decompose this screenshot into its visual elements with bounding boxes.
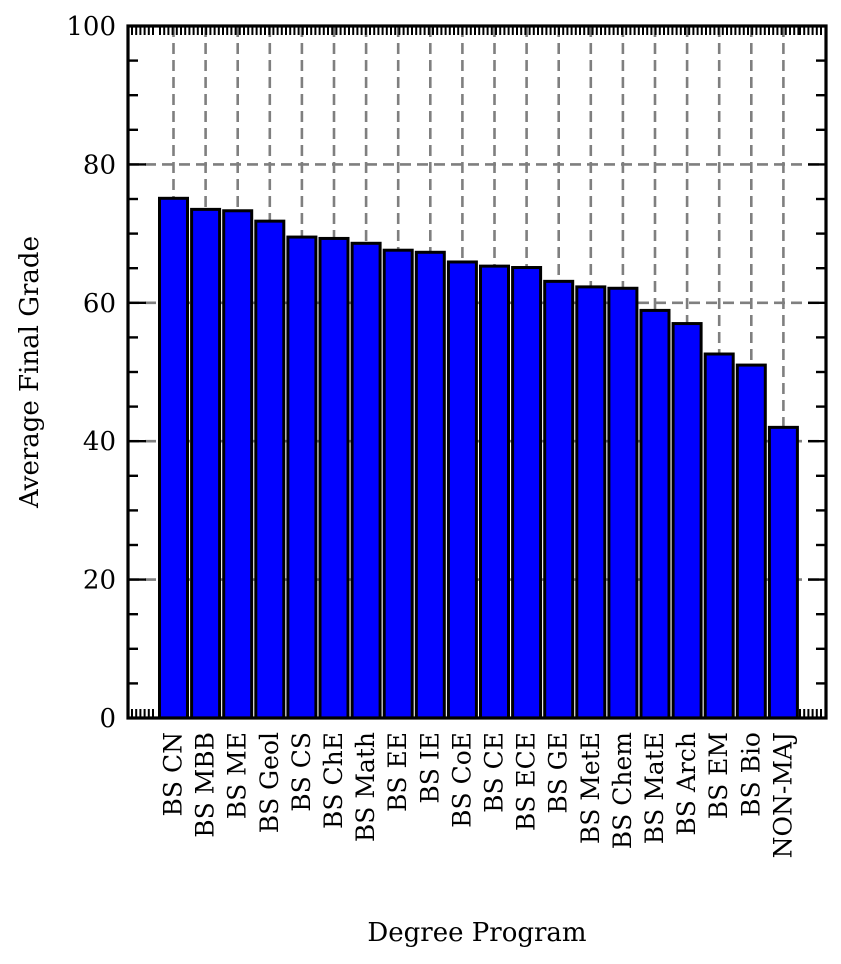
x-tick-label: BS Bio xyxy=(736,732,765,817)
bar-bs-arch xyxy=(671,322,703,720)
bar-bs-math xyxy=(350,241,382,720)
bar-bs-me xyxy=(222,209,254,720)
bar-bs-ece xyxy=(511,266,543,720)
bar-bs-chem xyxy=(607,286,639,720)
x-tick-label: BS GE xyxy=(544,732,573,814)
bar-bs-mate xyxy=(639,308,671,720)
axes-frame xyxy=(126,24,828,720)
bar-bs-che xyxy=(318,236,350,720)
x-tick-label: BS MatE xyxy=(640,732,669,844)
x-tick-labels: BS CN BS MBB BS ME BS Geol BS CS BS ChE BS Mat… xyxy=(159,732,798,859)
bar-non-maj xyxy=(767,425,799,720)
y-tick-label: 0 xyxy=(99,704,116,734)
bar-bs-geol xyxy=(254,219,286,720)
x-tick-label: BS ME xyxy=(223,732,252,819)
bars xyxy=(158,196,799,720)
x-tick-label: NON-MAJ xyxy=(768,732,797,858)
y-tick-labels: 0 20 40 60 80 100 xyxy=(66,12,116,734)
x-tick-label: BS MBB xyxy=(191,732,220,838)
y-tick-label: 60 xyxy=(83,289,116,319)
y-axis-label: Average Final Grade xyxy=(15,236,45,509)
x-tick-label: BS Chem xyxy=(608,732,637,849)
bar-bs-bio xyxy=(735,363,767,720)
x-tick-label: BS ECE xyxy=(512,732,541,831)
x-tick-label: BS Arch xyxy=(672,732,701,836)
bar-bs-cn xyxy=(158,196,189,720)
y-tick-label: 80 xyxy=(83,150,116,180)
bar-bs-ge xyxy=(543,279,575,720)
bar-bs-coe xyxy=(446,260,478,720)
bar-bs-ce xyxy=(479,264,510,720)
x-tick-label: BS ChE xyxy=(319,732,348,829)
x-tick-label: BS Math xyxy=(351,732,380,842)
x-tick-label: BS MetE xyxy=(576,732,605,844)
x-tick-label: BS CN xyxy=(159,732,188,816)
x-tick-label: BS CoE xyxy=(447,732,476,828)
bar-bs-mbb xyxy=(190,207,222,720)
x-tick-label: BS CS xyxy=(287,732,316,812)
x-tick-label: BS IE xyxy=(415,732,444,804)
x-tick-label: BS EM xyxy=(704,732,733,819)
x-tick-label: BS CE xyxy=(480,732,509,813)
bar-bs-ee xyxy=(382,248,414,720)
y-tick-label: 20 xyxy=(83,566,116,596)
bar-bs-mete xyxy=(575,285,607,720)
x-tick-label: BS Geol xyxy=(255,732,284,833)
bar-bs-ie xyxy=(414,250,446,720)
x-tick-label: BS EE xyxy=(383,732,412,812)
bar-bs-cs xyxy=(286,235,318,720)
bar-bs-em xyxy=(703,352,735,720)
y-tick-label: 100 xyxy=(66,12,116,42)
x-axis-label: Degree Program xyxy=(367,918,586,948)
y-tick-label: 40 xyxy=(83,427,116,457)
